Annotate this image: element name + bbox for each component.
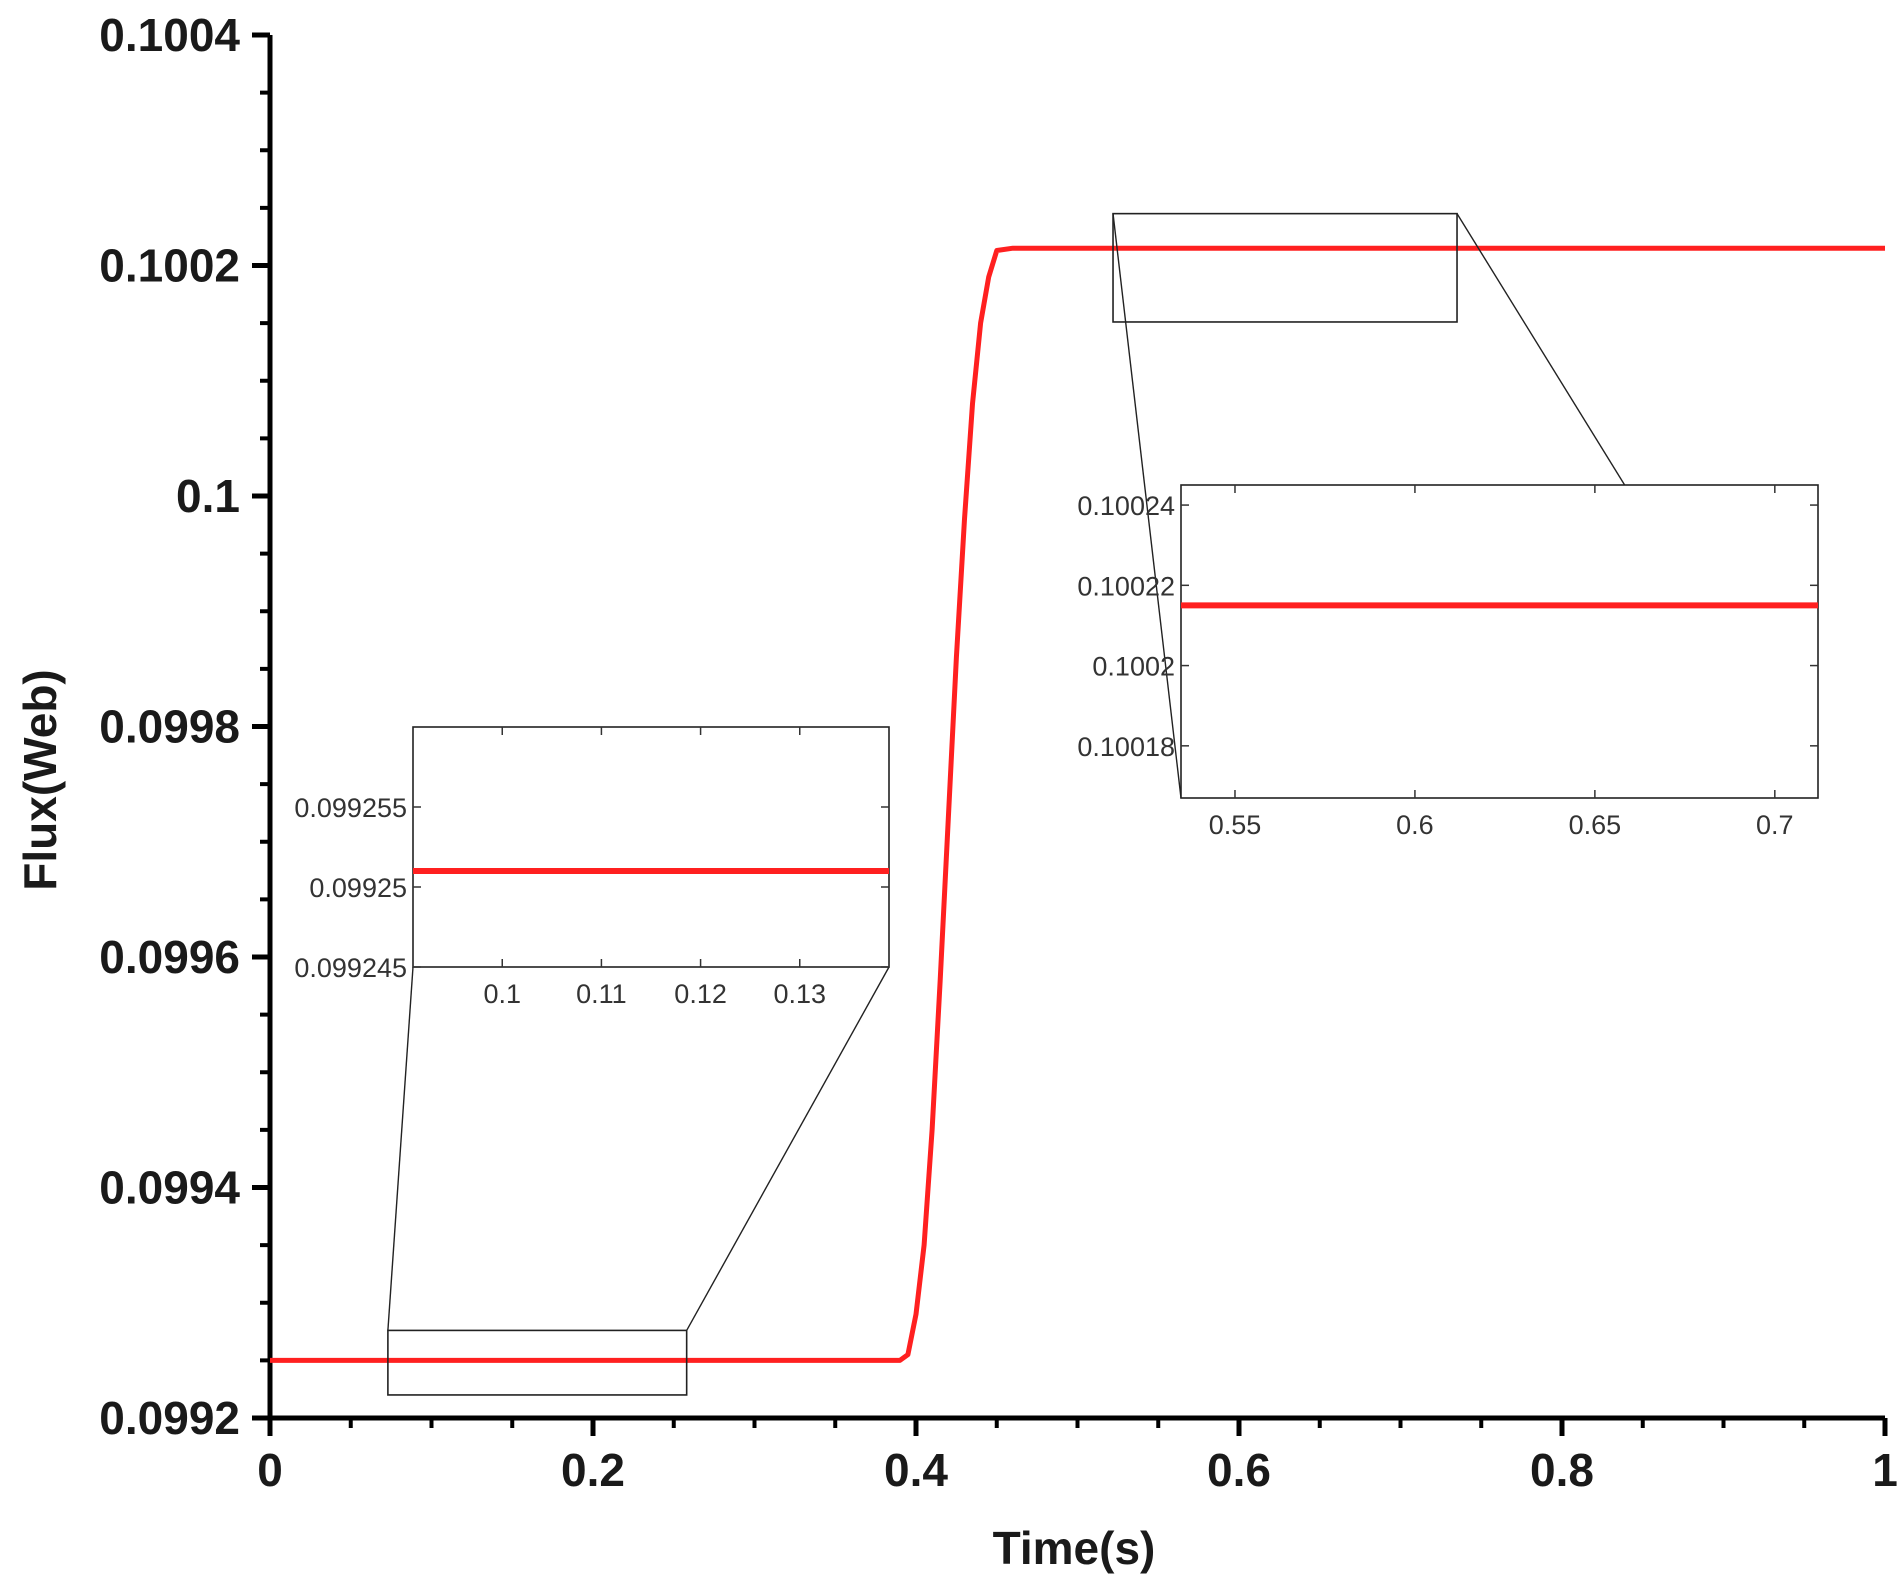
x-tick-label: 0.6 — [1207, 1444, 1271, 1496]
zoom-connector-line — [1112, 213, 1182, 799]
x-tick-label: 1 — [1872, 1444, 1898, 1496]
y-tick-label: 0.0992 — [99, 1392, 240, 1444]
inset-x-tick-label: 0.65 — [1569, 810, 1622, 840]
inset-frame — [412, 726, 890, 968]
y-tick-label: 0.1 — [176, 470, 240, 522]
inset-y-tick-label: 0.09925 — [309, 873, 407, 903]
inset-x-tick-label: 0.1 — [483, 979, 521, 1009]
y-axis-label: Flux(Web) — [14, 669, 66, 890]
inset-x-tick-label: 0.13 — [773, 979, 826, 1009]
inset-y-tick-label: 0.10024 — [1077, 491, 1175, 521]
y-tick-label: 0.0998 — [99, 701, 240, 753]
y-tick-label: 0.1004 — [99, 9, 240, 61]
inset-y-tick-label: 0.10018 — [1077, 732, 1175, 762]
zoom-connector-line — [387, 966, 414, 1331]
y-tick-label: 0.1002 — [99, 240, 240, 292]
y-tick-label: 0.0996 — [99, 931, 240, 983]
inset-x-tick-label: 0.7 — [1756, 810, 1794, 840]
main-axes: 0.0992 0.0994 0.0996 0.0998 0.1 0.1002 0.1004 0… — [99, 9, 1898, 1496]
inset-high-flux: 0.55 0.6 0.65 0.7 0.10018 0.1002 0.10022 0.1002… — [1077, 484, 1819, 840]
x-tick-label: 0.4 — [884, 1444, 948, 1496]
x-axis-label: Time(s) — [993, 1522, 1156, 1574]
zoom-connector-line — [686, 966, 890, 1331]
zoom-source-box — [387, 1329, 688, 1396]
inset-frame — [1180, 484, 1819, 799]
zoom-source-box — [1112, 212, 1458, 323]
inset-x-tick-label: 0.12 — [674, 979, 727, 1009]
inset-low-flux: 0.1 0.11 0.12 0.13 0.099245 0.09925 0.099255 — [294, 726, 890, 1009]
inset-y-tick-label: 0.1002 — [1092, 652, 1175, 682]
x-tick-label: 0.2 — [561, 1444, 625, 1496]
inset-x-tick-label: 0.6 — [1396, 810, 1434, 840]
inset-y-tick-label: 0.099245 — [294, 953, 407, 983]
y-tick-label: 0.0994 — [99, 1162, 240, 1214]
inset-y-tick-label: 0.099255 — [294, 793, 407, 823]
inset-x-tick-label: 0.11 — [576, 979, 627, 1009]
flux-series-line — [270, 245, 1885, 1363]
x-tick-label: 0 — [257, 1444, 283, 1496]
main-series — [270, 245, 1885, 1363]
x-tick-label: 0.8 — [1530, 1444, 1594, 1496]
inset-x-tick-label: 0.55 — [1209, 810, 1262, 840]
inset-y-tick-label: 0.10022 — [1077, 571, 1175, 601]
